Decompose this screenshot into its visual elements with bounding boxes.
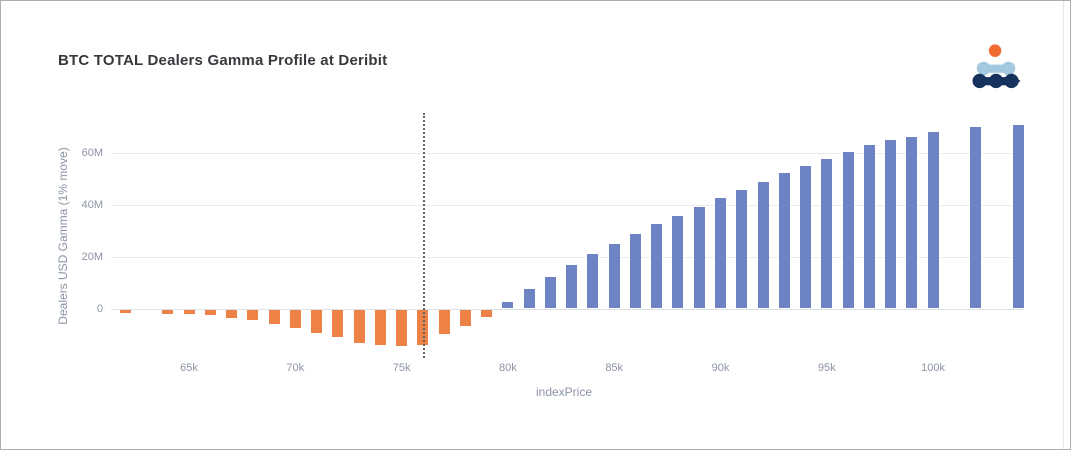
- x-axis-title: indexPrice: [535, 385, 593, 399]
- x-tick-label: 95k: [817, 362, 836, 374]
- gamma-bar-76k: [417, 309, 429, 345]
- right-edge-rule: [1063, 1, 1064, 449]
- gamma-bar-99k: [906, 136, 918, 309]
- x-tick-label: 100k: [921, 362, 946, 374]
- gamma-bar-85k: [608, 243, 620, 309]
- gamma-bar-77k: [438, 309, 450, 335]
- gamma-bar-90k: [715, 197, 726, 309]
- x-tick-label: 90k: [711, 362, 730, 374]
- gamma-bar-75k: [396, 309, 408, 347]
- logo-orange-dot: [988, 44, 1002, 57]
- gamma-bar-87k: [651, 223, 663, 309]
- gamma-bar-94k: [800, 165, 812, 309]
- logo-bottom-point: [1011, 74, 1021, 88]
- gamma-bar-67k: [226, 309, 238, 318]
- x-tick-label: 80k: [499, 362, 517, 374]
- gamma-bar-65k: [183, 309, 195, 315]
- gamma-bar-62k: [119, 309, 131, 314]
- gridline-20M: [111, 256, 1023, 258]
- logo-mid-dot-left: [976, 61, 991, 76]
- gamma-bar-83k: [566, 264, 578, 309]
- gamma-bar-95k: [821, 158, 833, 309]
- gamma-bar-71k: [311, 309, 323, 334]
- gamma-bar-97k: [863, 144, 875, 309]
- logo-mid-bar: [983, 64, 1009, 73]
- gamma-bar-104k: [1012, 124, 1024, 309]
- brand-logo: [972, 44, 1021, 89]
- x-tick-label: 70k: [286, 362, 305, 374]
- gamma-bar-66k: [204, 309, 216, 316]
- y-tick-label: 60M: [81, 146, 103, 159]
- gamma-bar-73k: [353, 309, 365, 343]
- gamma-bar-100k: [927, 131, 939, 309]
- gamma-bar-64k: [162, 309, 174, 314]
- gamma-bar-88k: [672, 215, 684, 309]
- logo-bottom-dot-mid: [988, 73, 1004, 89]
- gridline-0: [111, 308, 1023, 310]
- gamma-bar-86k: [629, 233, 641, 309]
- y-axis-title: Dealers USD Gamma (1% move): [56, 147, 70, 325]
- x-tick-label: 85k: [605, 362, 624, 374]
- gamma-bar-91k: [736, 189, 748, 309]
- logo-bottom-dot-left: [972, 73, 987, 89]
- gamma-bar-89k: [693, 206, 705, 309]
- logo-mid-dot-right: [1001, 61, 1016, 76]
- gamma-bar-93k: [778, 172, 790, 309]
- gamma-bar-98k: [885, 139, 897, 309]
- gamma-bar-84k: [587, 253, 599, 309]
- gamma-bar-72k: [332, 309, 344, 337]
- y-tick-label: 0: [96, 302, 103, 315]
- gamma-bar-79k: [481, 309, 493, 318]
- gamma-bar-78k: [459, 309, 471, 327]
- x-tick-label: 65k: [180, 362, 198, 374]
- x-tick-label: 75k: [392, 362, 411, 374]
- gamma-bar-92k: [757, 181, 769, 309]
- y-tick-label: 20M: [81, 250, 103, 263]
- y-tick-label: 40M: [81, 198, 103, 211]
- gamma-bar-68k: [247, 309, 259, 321]
- gamma-bar-70k: [289, 309, 301, 328]
- gamma-bar-81k: [523, 288, 535, 309]
- current-price-line: [422, 113, 425, 358]
- gridline-60M: [111, 152, 1023, 154]
- gamma-bar-102k: [970, 126, 982, 309]
- gamma-bar-74k: [374, 309, 386, 346]
- gamma-bar-80k: [502, 301, 514, 309]
- gridline-40M: [111, 204, 1023, 206]
- gamma-bar-82k: [544, 276, 556, 309]
- page-title: BTC TOTAL Dealers Gamma Profile at Derib…: [58, 52, 388, 69]
- gamma-bar-96k: [842, 151, 854, 309]
- gamma-bar-69k: [268, 309, 280, 324]
